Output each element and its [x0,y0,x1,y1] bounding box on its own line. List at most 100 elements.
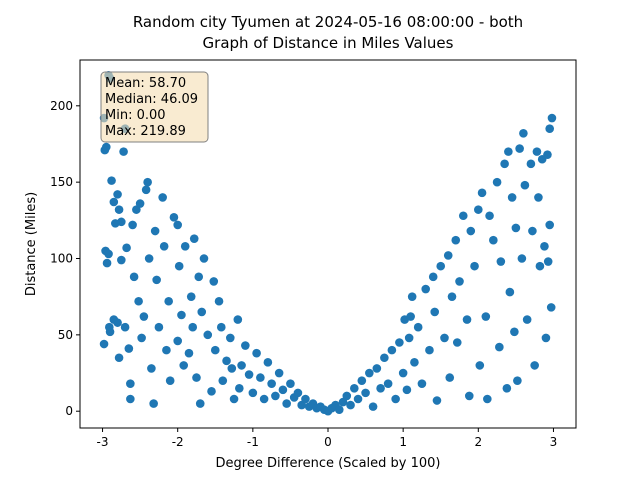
point [207,387,216,396]
point [543,257,553,266]
point [545,124,554,134]
point [522,315,532,324]
point [109,197,119,207]
point [543,150,552,159]
point [495,342,504,352]
point [496,257,506,266]
x-tick-label: -1 [247,435,259,449]
point [526,159,536,169]
point [372,364,382,373]
point [113,190,122,199]
point [126,379,135,389]
point [361,388,370,398]
point [406,312,415,321]
point [256,373,265,382]
point [530,361,539,370]
point [248,388,258,398]
point [485,211,494,221]
point [274,368,284,378]
point [154,322,164,332]
point [464,391,474,401]
point [540,241,549,251]
point [128,220,137,230]
point [376,383,385,393]
point [271,391,280,401]
point [113,318,122,327]
point [432,396,442,405]
point [102,258,112,268]
point [504,147,513,156]
point [398,368,408,378]
point [195,399,205,408]
point [492,177,502,187]
point [152,275,161,285]
point [387,345,397,355]
point [334,405,344,414]
point [267,379,276,389]
plot-area [99,70,557,416]
point [184,348,194,358]
x-tick-label: 3 [550,435,558,449]
point [447,292,457,301]
point [192,373,201,382]
point [301,394,310,404]
point [436,261,446,271]
point [122,243,131,253]
point [395,338,404,347]
point [165,376,175,385]
point [511,223,521,233]
point [173,336,182,346]
point [259,394,269,404]
point [186,292,196,301]
point [227,364,237,373]
x-tick-label: 1 [399,435,407,449]
point [143,177,152,187]
point [443,251,453,260]
x-tick-label: -3 [97,435,109,449]
point [179,361,189,370]
point [532,147,542,156]
point [107,176,116,185]
point [413,322,423,332]
y-tick-label: 100 [50,252,73,266]
point [235,383,244,393]
point [218,376,228,385]
point [445,373,455,382]
point [222,356,231,366]
point [421,284,430,294]
point [162,345,171,355]
point [139,312,149,321]
point [455,277,464,286]
point [180,241,190,251]
point [134,296,143,306]
point [194,272,204,282]
point [535,261,545,271]
point [188,322,198,332]
point [440,333,449,343]
point [357,376,367,385]
point [502,383,512,393]
point [350,383,359,393]
point [120,322,130,332]
point [105,327,115,337]
stats-box-bg [100,71,209,143]
point [203,330,213,340]
point [244,370,254,379]
chart-title: Graph of Distance in Miles Values [203,34,454,52]
point [407,292,417,301]
point [286,379,295,389]
point [519,128,528,138]
point [164,296,173,306]
point [189,234,199,243]
point [293,388,303,398]
point [462,315,472,324]
y-axis-label: Distance (Miles) [24,192,39,296]
point [545,220,554,230]
point [214,296,224,306]
point [149,399,158,408]
point [342,391,352,401]
point [528,226,537,236]
point [197,307,207,317]
x-tick-label: 2 [474,435,482,449]
